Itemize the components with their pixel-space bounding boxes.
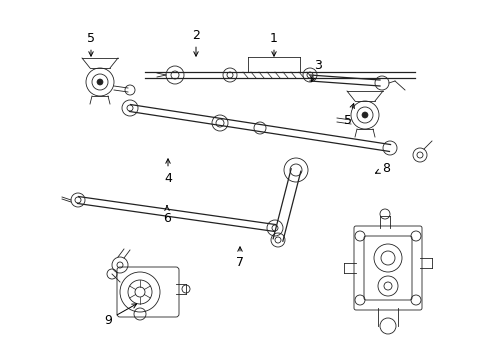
Text: 4: 4 bbox=[164, 159, 172, 185]
Text: 3: 3 bbox=[310, 59, 321, 81]
Text: 1: 1 bbox=[269, 32, 277, 56]
Text: 5: 5 bbox=[343, 104, 354, 126]
Text: 6: 6 bbox=[163, 206, 171, 225]
Text: 5: 5 bbox=[87, 32, 95, 56]
Text: 2: 2 bbox=[192, 28, 200, 56]
Circle shape bbox=[97, 79, 103, 85]
Text: 7: 7 bbox=[236, 247, 244, 270]
Text: 8: 8 bbox=[375, 162, 389, 175]
Text: 9: 9 bbox=[104, 304, 136, 327]
Circle shape bbox=[361, 112, 367, 118]
